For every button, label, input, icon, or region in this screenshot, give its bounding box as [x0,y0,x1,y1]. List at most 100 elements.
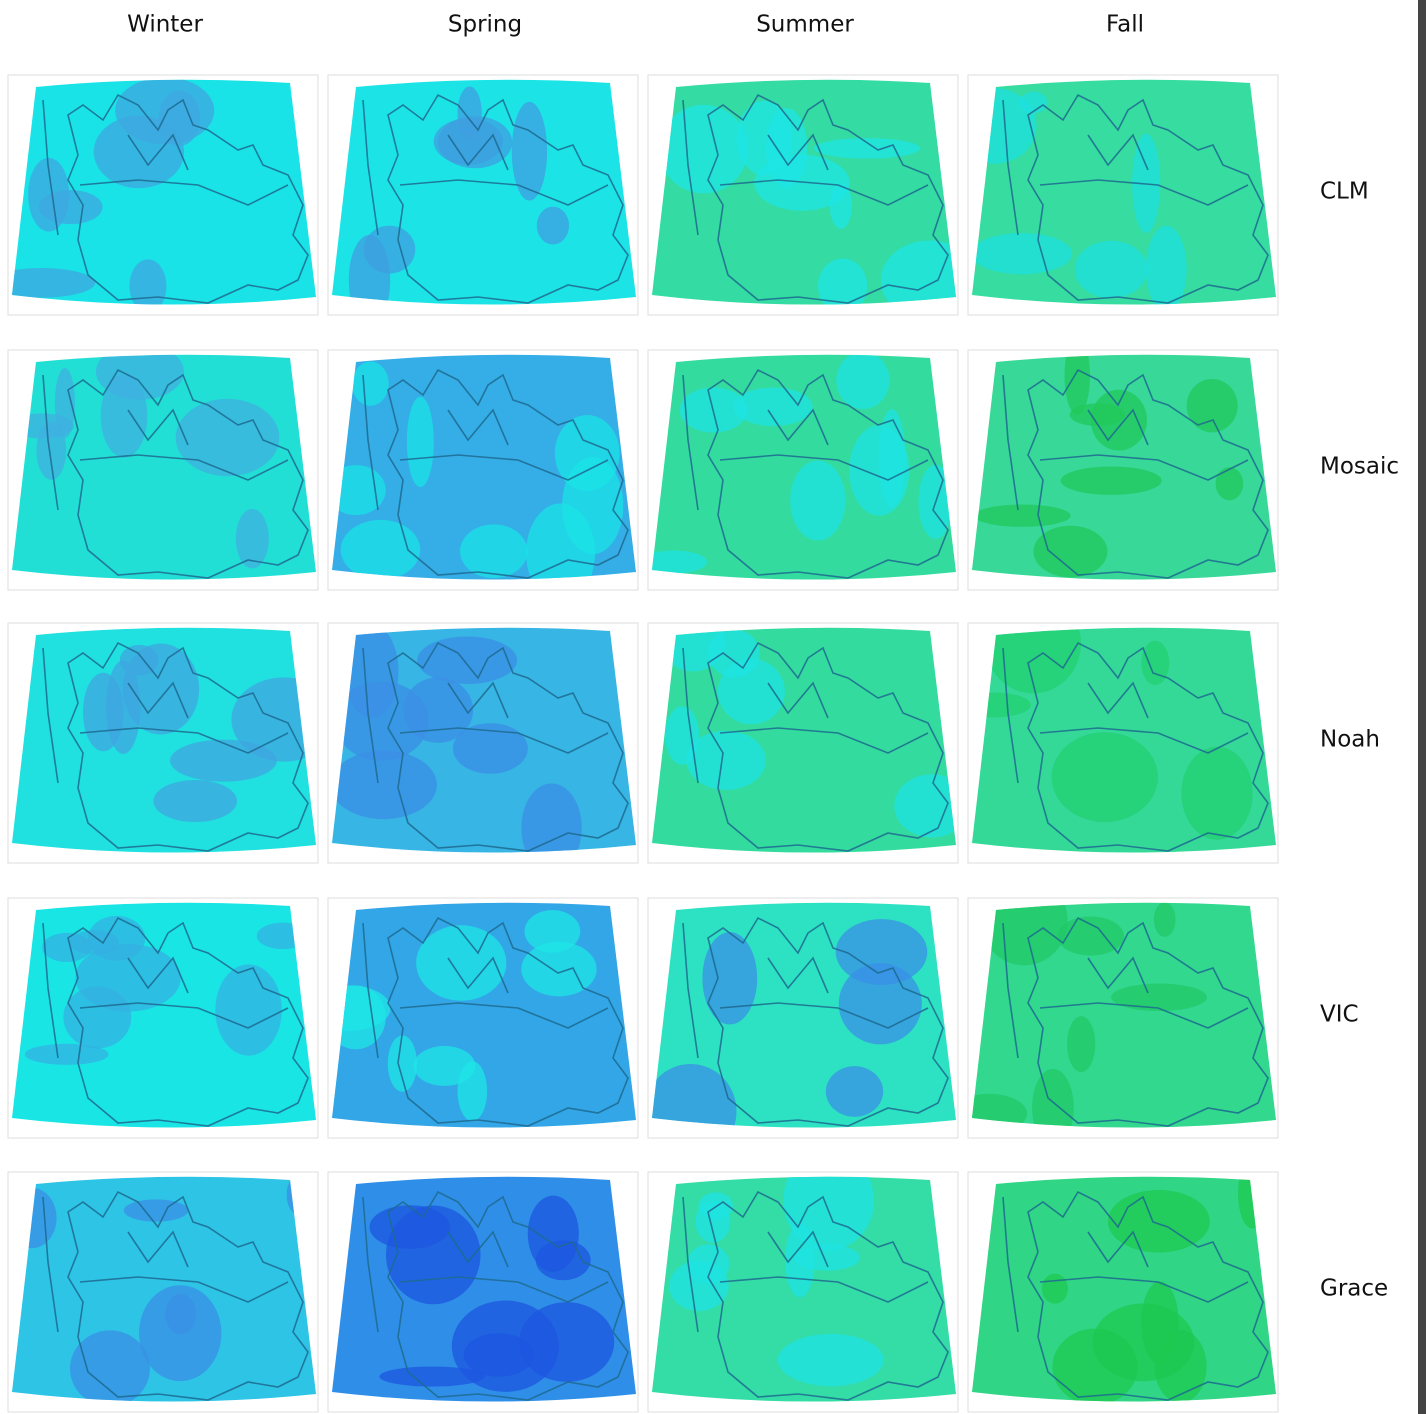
map-blobs [974,354,1244,578]
contour-blob [153,779,238,823]
contour-blob [24,1043,109,1065]
contour-blob [351,361,389,406]
panel-frame [967,897,1279,1139]
basin-outline [362,368,629,579]
column-header: Winter [127,12,203,38]
contour-blob [286,1176,309,1214]
contour-blob [521,783,582,853]
map-blobs [652,919,928,1128]
panel-frame [7,349,319,591]
contour-blob [972,692,1031,718]
map-panel [967,897,1279,1139]
contour-blob [175,398,280,477]
contour-blob [54,367,75,438]
map-panel [967,74,1279,316]
basin-outline [42,1190,309,1401]
contour-blob [849,425,910,516]
contour-blob [1019,91,1048,114]
contour-blob [733,387,813,427]
basin-outline [42,641,309,852]
map-panel [967,1171,1279,1413]
map-panel [647,897,959,1139]
contour-blob [1064,354,1090,416]
basin-outline [1002,1190,1269,1401]
map-panel [7,349,319,591]
map-panel [647,349,959,591]
contour-blob [972,1093,1028,1128]
contour-blob [825,1066,884,1117]
contour-blob [416,925,507,1001]
panel-frame [967,1171,1279,1413]
contour-blob [1153,902,1176,937]
map-panel [967,349,1279,591]
basin-outline [682,368,949,579]
panel-frame [967,349,1279,591]
contour-blob [460,524,528,579]
contour-blob [106,660,141,754]
contour-blob [980,902,1068,966]
panel-frame [647,622,959,864]
contour-blob [511,101,548,201]
map-panel [647,622,959,864]
contour-blob [348,234,391,305]
map-blobs [12,354,280,569]
panel-frame [327,1171,639,1413]
contour-blob [974,504,1071,527]
map-fill [12,79,316,305]
map-blobs [972,627,1253,840]
contour-blob [12,267,96,298]
contour-blob [1181,746,1253,840]
basin-outline [682,916,949,1127]
contour-blob [717,658,785,725]
contour-blob [1033,525,1108,578]
contour-blob [652,1063,737,1128]
contour-blob [70,1330,150,1402]
contour-blob [1060,466,1162,495]
contour-blob [1051,732,1159,823]
contour-blob [659,104,749,194]
basin-outline [682,1190,949,1401]
contour-blob [1032,1068,1074,1128]
contour-blob [985,627,1082,694]
panel-frame [327,622,639,864]
contour-blob [437,116,513,169]
contour-blob [38,190,103,225]
map-panel [7,622,319,864]
contour-blob [385,1205,481,1305]
map-panel [7,1171,319,1413]
contour-blob [686,1244,730,1284]
contour-blob [702,932,758,1025]
basin-outline [42,368,309,579]
contour-blob [652,550,707,574]
basin-outline [1002,368,1269,579]
row-label: CLM [1320,179,1369,205]
contour-blob [536,206,570,245]
map-panel [7,74,319,316]
column-header: Spring [448,12,522,38]
contour-blob [1215,467,1244,501]
map-blobs [1041,1176,1267,1402]
contour-blob [836,354,890,410]
contour-blob [63,986,132,1049]
row-label: Mosaic [1320,454,1399,480]
panel-frame [327,74,639,316]
contour-blob [829,182,852,229]
contour-blob [417,636,518,685]
contour-blob [215,964,282,1056]
panel-frame [647,349,959,591]
contour-blob [170,739,277,782]
map-panel [647,1171,959,1413]
contour-blob [88,915,146,961]
basin-outline [362,1190,629,1401]
map-panel [327,1171,639,1413]
contour-blob [387,1035,418,1092]
panel-frame [647,1171,959,1413]
contour-blob [777,1333,884,1387]
contour-blob [1041,1273,1068,1304]
basin-outline [362,641,629,852]
basin-outline [1002,93,1269,304]
contour-blob [554,415,620,492]
contour-blob [814,138,921,159]
panel-frame [327,349,639,591]
